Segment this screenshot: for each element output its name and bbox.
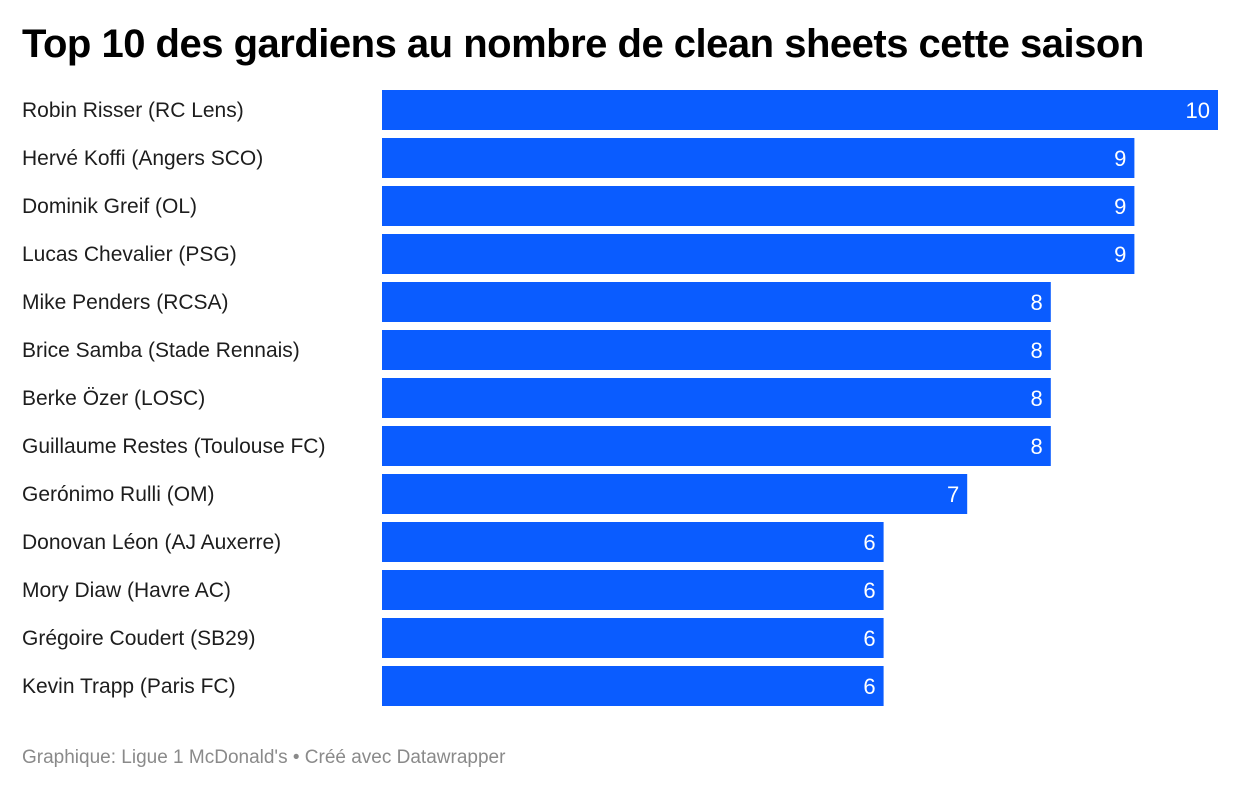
data-label: 8: [1031, 290, 1043, 315]
bar: [382, 666, 884, 706]
bar: [382, 570, 884, 610]
data-label: 7: [947, 482, 959, 507]
category-label: Berke Özer (LOSC): [22, 387, 205, 410]
data-label: 6: [863, 578, 875, 603]
data-label: 8: [1031, 386, 1043, 411]
category-label: Brice Samba (Stade Rennais): [22, 339, 300, 362]
category-label: Donovan Léon (AJ Auxerre): [22, 531, 281, 554]
bar: [382, 138, 1135, 178]
category-label: Gerónimo Rulli (OM): [22, 483, 215, 506]
bar: [382, 330, 1051, 370]
chart-footer: Graphique: Ligue 1 McDonald's • Créé ave…: [22, 747, 506, 768]
category-label: Hervé Koffi (Angers SCO): [22, 147, 263, 170]
bar: [382, 522, 884, 562]
category-label: Dominik Greif (OL): [22, 195, 197, 218]
data-label: 6: [863, 530, 875, 555]
bar: [382, 618, 884, 658]
bar: [382, 282, 1051, 322]
chart-title: Top 10 des gardiens au nombre de clean s…: [22, 22, 1144, 66]
data-label: 8: [1031, 338, 1043, 363]
bar: [382, 90, 1218, 130]
data-label: 9: [1114, 146, 1126, 171]
data-label: 9: [1114, 194, 1126, 219]
category-label: Grégoire Coudert (SB29): [22, 627, 255, 650]
bar: [382, 234, 1135, 274]
category-label: Mike Penders (RCSA): [22, 291, 229, 314]
category-label: Guillaume Restes (Toulouse FC): [22, 435, 325, 458]
bar: [382, 474, 968, 514]
data-label: 10: [1186, 98, 1210, 123]
bar: [382, 426, 1051, 466]
bar: [382, 378, 1051, 418]
category-label: Kevin Trapp (Paris FC): [22, 675, 236, 698]
category-label: Mory Diaw (Havre AC): [22, 579, 231, 602]
data-label: 6: [863, 626, 875, 651]
category-label: Lucas Chevalier (PSG): [22, 243, 237, 266]
category-label: Robin Risser (RC Lens): [22, 99, 244, 122]
bar: [382, 186, 1135, 226]
data-label: 9: [1114, 242, 1126, 267]
data-label: 8: [1031, 434, 1043, 459]
data-label: 6: [863, 674, 875, 699]
